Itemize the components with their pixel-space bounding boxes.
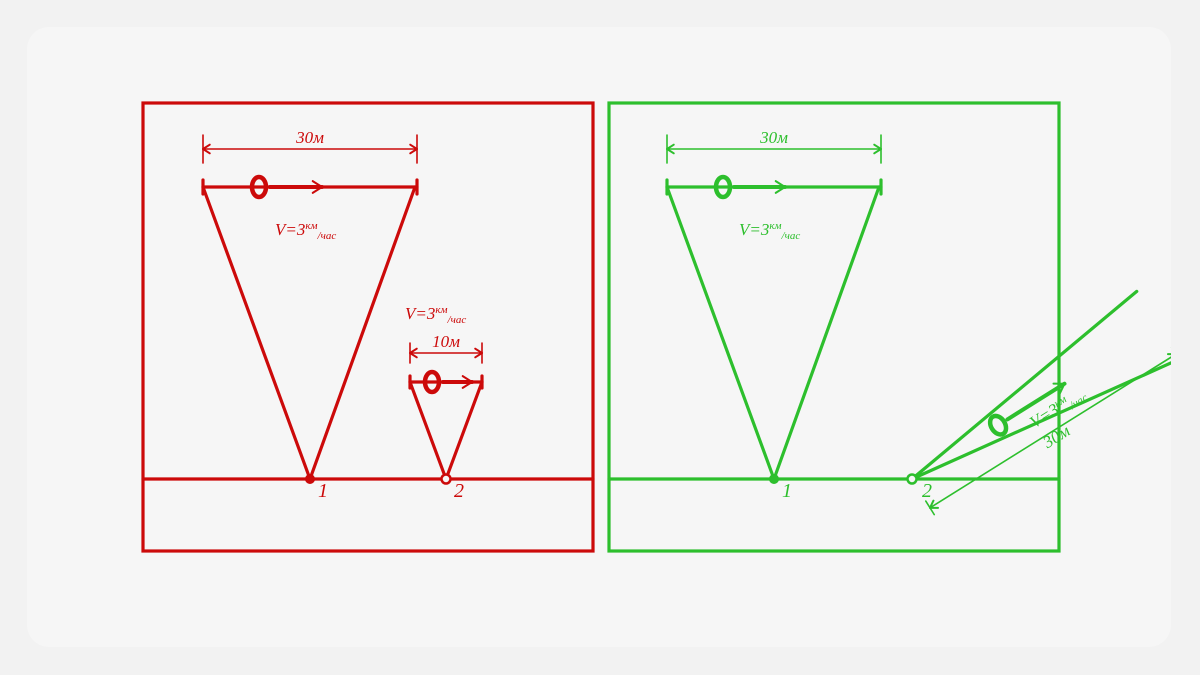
svg-text:2: 2 xyxy=(454,480,464,502)
diagram-canvas: 30мV=3км/час110мV=3км/час230мV=3км/час13… xyxy=(27,27,1171,647)
diagram-svg: 30мV=3км/час110мV=3км/час230мV=3км/час13… xyxy=(27,27,1171,647)
svg-text:V=3км/час: V=3км/час xyxy=(405,304,466,326)
svg-text:V=3км/час: V=3км/час xyxy=(275,220,336,242)
svg-text:2: 2 xyxy=(922,480,932,502)
svg-text:1: 1 xyxy=(318,480,328,502)
svg-text:V=3км/час: V=3км/час xyxy=(739,220,800,242)
panel-right: 30мV=3км/час130мV=3км/час2 xyxy=(609,103,1171,551)
panel-frame xyxy=(609,103,1059,551)
svg-text:10м: 10м xyxy=(432,332,460,351)
svg-text:30м: 30м xyxy=(759,128,788,147)
svg-text:1: 1 xyxy=(782,480,792,502)
panel-frame xyxy=(143,103,593,551)
svg-text:30м: 30м xyxy=(295,128,324,147)
panel-left: 30м V=3км/час 1 10м V=3км/час 2 xyxy=(143,103,593,551)
